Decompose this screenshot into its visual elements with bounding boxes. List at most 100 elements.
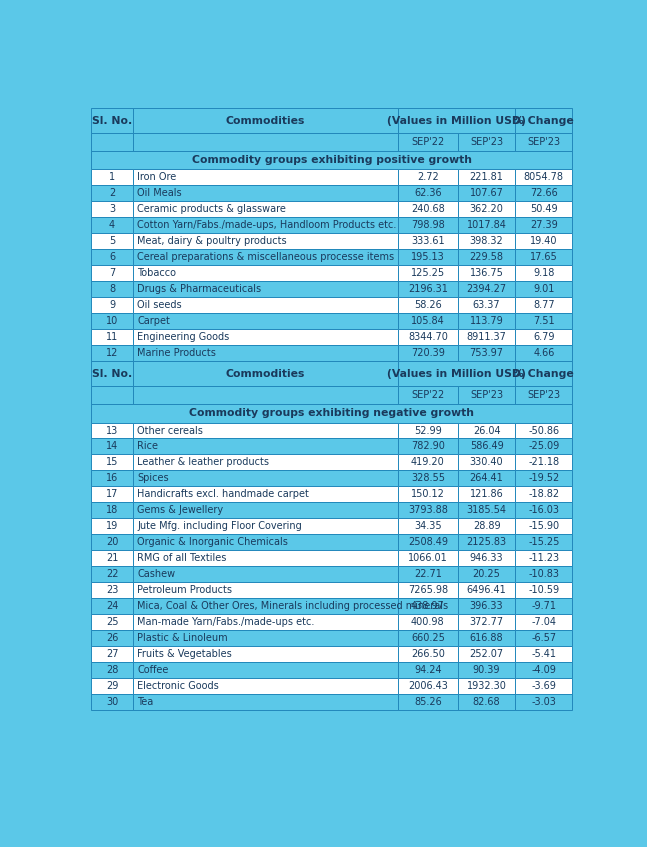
Bar xyxy=(516,551,573,567)
Bar xyxy=(133,598,398,614)
Text: 328.55: 328.55 xyxy=(411,473,445,484)
Text: 107.67: 107.67 xyxy=(470,188,503,198)
Bar xyxy=(516,185,573,202)
Text: 23: 23 xyxy=(106,585,118,595)
Bar xyxy=(457,386,516,404)
Bar xyxy=(457,297,516,313)
Text: 720.39: 720.39 xyxy=(411,348,444,358)
Bar xyxy=(91,249,133,265)
Text: 10: 10 xyxy=(106,316,118,326)
Bar xyxy=(516,518,573,534)
Text: -15.90: -15.90 xyxy=(529,522,560,531)
Bar xyxy=(457,265,516,281)
Bar xyxy=(91,281,133,297)
Bar xyxy=(457,470,516,486)
Text: 6: 6 xyxy=(109,252,115,263)
Text: 17: 17 xyxy=(106,490,118,500)
Bar xyxy=(516,361,573,386)
Bar xyxy=(133,646,398,662)
Bar xyxy=(398,695,457,710)
Bar xyxy=(133,346,398,361)
Text: 2006.43: 2006.43 xyxy=(408,681,448,691)
Bar xyxy=(91,423,133,439)
Bar xyxy=(516,234,573,249)
Bar xyxy=(516,486,573,502)
Text: 782.90: 782.90 xyxy=(411,441,444,451)
Text: SEP'22: SEP'22 xyxy=(411,390,444,400)
Text: 396.33: 396.33 xyxy=(470,601,503,612)
Text: Iron Ore: Iron Ore xyxy=(137,173,177,182)
Bar xyxy=(516,265,573,281)
Bar xyxy=(457,313,516,329)
Text: 29: 29 xyxy=(106,681,118,691)
Text: 2394.27: 2394.27 xyxy=(466,285,507,294)
Bar xyxy=(91,630,133,646)
Bar xyxy=(91,404,573,423)
Bar xyxy=(91,518,133,534)
Bar xyxy=(398,423,457,439)
Text: 6496.41: 6496.41 xyxy=(466,585,507,595)
Text: 34.35: 34.35 xyxy=(414,522,442,531)
Bar xyxy=(133,614,398,630)
Bar xyxy=(516,313,573,329)
Text: 26.04: 26.04 xyxy=(473,425,500,435)
Text: 8.77: 8.77 xyxy=(533,301,554,310)
Bar xyxy=(91,439,133,455)
Text: Spices: Spices xyxy=(137,473,169,484)
Text: -6.57: -6.57 xyxy=(531,634,556,643)
Text: 125.25: 125.25 xyxy=(411,268,445,279)
Text: SEP'23: SEP'23 xyxy=(527,390,560,400)
Text: -5.41: -5.41 xyxy=(531,649,556,659)
Text: Tea: Tea xyxy=(137,697,153,707)
Text: 398.32: 398.32 xyxy=(470,236,503,246)
Bar xyxy=(516,695,573,710)
Text: 20.25: 20.25 xyxy=(473,569,501,579)
Text: 2: 2 xyxy=(109,188,115,198)
Bar xyxy=(133,662,398,678)
Bar xyxy=(516,297,573,313)
Text: 221.81: 221.81 xyxy=(470,173,503,182)
Text: 946.33: 946.33 xyxy=(470,553,503,563)
Bar xyxy=(398,567,457,582)
Bar xyxy=(457,234,516,249)
Bar xyxy=(457,630,516,646)
Text: 63.37: 63.37 xyxy=(473,301,500,310)
Text: 26: 26 xyxy=(106,634,118,643)
Text: Man-made Yarn/Fabs./made-ups etc.: Man-made Yarn/Fabs./made-ups etc. xyxy=(137,617,314,628)
Bar xyxy=(398,361,516,386)
Bar xyxy=(91,502,133,518)
Bar xyxy=(457,662,516,678)
Text: % Change: % Change xyxy=(514,115,575,125)
Bar xyxy=(91,678,133,695)
Text: Tobacco: Tobacco xyxy=(137,268,176,279)
Bar xyxy=(133,297,398,313)
Bar xyxy=(457,133,516,152)
Bar xyxy=(457,346,516,361)
Text: 105.84: 105.84 xyxy=(411,316,444,326)
Text: (Values in Million USD): (Values in Million USD) xyxy=(388,115,526,125)
Bar xyxy=(91,486,133,502)
Text: 195.13: 195.13 xyxy=(411,252,444,263)
Text: 3: 3 xyxy=(109,204,115,214)
Text: Commodity groups exhibiting negative growth: Commodity groups exhibiting negative gro… xyxy=(189,408,474,418)
Text: 753.97: 753.97 xyxy=(470,348,503,358)
Bar xyxy=(91,567,133,582)
Bar xyxy=(398,502,457,518)
Bar xyxy=(516,470,573,486)
Bar xyxy=(91,218,133,234)
Text: Cashew: Cashew xyxy=(137,569,175,579)
Bar xyxy=(133,630,398,646)
Text: -15.25: -15.25 xyxy=(528,537,560,547)
Text: 90.39: 90.39 xyxy=(473,665,500,675)
Bar xyxy=(398,169,457,185)
Text: 121.86: 121.86 xyxy=(470,490,503,500)
Bar xyxy=(457,281,516,297)
Text: 25: 25 xyxy=(106,617,118,628)
Bar xyxy=(516,249,573,265)
Text: (Values in Million USD): (Values in Million USD) xyxy=(388,368,526,379)
Bar xyxy=(91,386,133,404)
Bar xyxy=(516,534,573,551)
Bar xyxy=(398,133,457,152)
Text: 21: 21 xyxy=(106,553,118,563)
Bar xyxy=(516,423,573,439)
